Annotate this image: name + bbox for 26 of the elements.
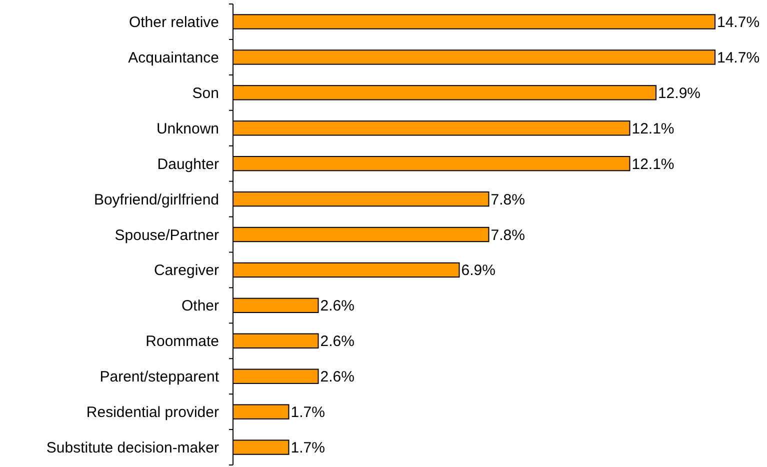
y-tick-label: Substitute decision-maker bbox=[46, 440, 219, 457]
y-tick-label: Other relative bbox=[128, 14, 219, 31]
data-label: 1.7% bbox=[290, 404, 325, 422]
data-label: 14.7% bbox=[717, 49, 760, 66]
y-tick-label: Son bbox=[192, 84, 219, 102]
y-tick-label: Acquaintance bbox=[128, 49, 219, 66]
data-label: 2.6% bbox=[320, 368, 354, 386]
y-tick-label: Roommate bbox=[146, 333, 219, 350]
y-tick-label: Boyfriend/girlfriend bbox=[94, 191, 219, 208]
data-label: 12.1% bbox=[632, 156, 674, 173]
y-tick-label: Spouse/Partner bbox=[114, 226, 219, 244]
data-label: 14.7% bbox=[717, 14, 760, 31]
y-tick-label: Daughter bbox=[157, 156, 219, 173]
data-label: 1.7% bbox=[290, 440, 325, 457]
y-tick-label: Unknown bbox=[156, 120, 219, 138]
data-label: 7.8% bbox=[490, 226, 525, 244]
data-label: 12.1% bbox=[632, 120, 674, 138]
y-tick-label: Caregiver bbox=[154, 262, 219, 280]
data-label: 2.6% bbox=[320, 333, 354, 350]
data-label: 6.9% bbox=[461, 262, 496, 280]
data-label: 7.8% bbox=[490, 191, 525, 208]
y-tick-label: Residential provider bbox=[86, 404, 219, 422]
data-label: 2.6% bbox=[320, 298, 354, 315]
data-label: 12.9% bbox=[658, 84, 701, 102]
y-tick-label: Parent/stepparent bbox=[100, 368, 220, 386]
y-tick-label: Other bbox=[181, 298, 220, 315]
